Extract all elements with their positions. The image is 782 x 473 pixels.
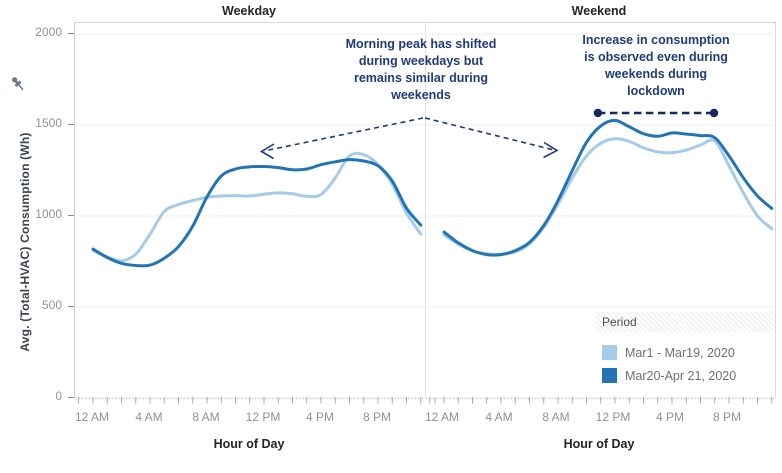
annotation-line: is observed even during xyxy=(584,50,728,64)
y-tick-label-2000: 2000 xyxy=(35,25,62,39)
annotation-line: weekends xyxy=(391,88,451,102)
x-tick-label-4pm: 4 PM xyxy=(305,410,335,424)
legend-items: Mar1 - Mar19, 2020 Mar20-Apr 21, 2020 xyxy=(596,341,774,387)
series-line-mar1-mar19[interactable] xyxy=(91,151,423,263)
y-tick-mark xyxy=(68,33,74,34)
y-tick-label-0: 0 xyxy=(55,389,62,403)
x-tick-label-12pm: 12 PM xyxy=(245,410,281,424)
series-line-mar20-apr21[interactable] xyxy=(91,158,423,268)
x-tick-label-8pm: 8 PM xyxy=(712,410,742,424)
reference-line-endpoint xyxy=(593,108,603,118)
x-tick-label-8am: 8 AM xyxy=(542,410,570,424)
annotation-line: remains similar during xyxy=(353,71,489,85)
pin-icon[interactable] xyxy=(9,75,29,97)
annotation-weekend-increase: Increase in consumption is observed even… xyxy=(553,32,759,100)
panel-title-weekend: Weekend xyxy=(571,4,627,18)
annotation-line: during weekdays but xyxy=(358,54,484,68)
y-tick-mark xyxy=(68,215,74,216)
weekend-line-chart[interactable] xyxy=(426,23,776,411)
y-tick-mark xyxy=(68,124,74,125)
annotation-line: lockdown xyxy=(627,84,685,98)
y-tick-mark xyxy=(68,397,74,398)
x-axis-title-weekday: Hour of Day xyxy=(213,437,285,451)
legend-swatch xyxy=(602,368,617,383)
legend: Period Mar1 - Mar19, 2020 Mar20-Apr 21, 2… xyxy=(596,312,774,387)
y-tick-label-1500: 1500 xyxy=(35,116,62,130)
x-tick-label-4am: 4 AM xyxy=(485,410,513,424)
x-tick-label-4am: 4 AM xyxy=(135,410,163,424)
annotation-line: weekends during xyxy=(604,67,708,81)
y-tick-mark xyxy=(68,306,74,307)
annotation-line: Morning peak has shifted xyxy=(345,37,497,51)
legend-label: Mar20-Apr 21, 2020 xyxy=(625,368,737,383)
y-tick-label-1000: 1000 xyxy=(35,207,62,221)
y-axis-title: Avg. (Total-HVAC) Consumption (Wh) xyxy=(18,132,32,352)
x-tick-label-8am: 8 AM xyxy=(192,410,220,424)
legend-item-1[interactable]: Mar20-Apr 21, 2020 xyxy=(596,364,774,387)
y-tick-label-500: 500 xyxy=(41,298,62,312)
series-line-mar1-mar19[interactable] xyxy=(442,137,774,256)
x-tick-label-4pm: 4 PM xyxy=(655,410,685,424)
legend-swatch xyxy=(602,345,617,360)
x-tick-label-12am: 12 AM xyxy=(424,410,460,424)
x-tick-label-12pm: 12 PM xyxy=(595,410,631,424)
annotation-line: Increase in consumption xyxy=(582,33,730,47)
legend-label: Mar1 - Mar19, 2020 xyxy=(625,345,735,360)
x-axis-title-weekend: Hour of Day xyxy=(563,437,635,451)
reference-line-endpoint xyxy=(709,108,719,118)
legend-item-0[interactable]: Mar1 - Mar19, 2020 xyxy=(596,341,774,364)
x-tick-label-12am: 12 AM xyxy=(74,410,110,424)
panel-title-weekday: Weekday xyxy=(222,4,276,18)
x-tick-label-8pm: 8 PM xyxy=(362,410,392,424)
series-line-mar20-apr21[interactable] xyxy=(442,118,774,257)
panel-weekend[interactable] xyxy=(425,23,776,404)
legend-title[interactable]: Period xyxy=(596,312,774,332)
annotation-morning-peak: Morning peak has shifted during weekdays… xyxy=(307,36,535,104)
